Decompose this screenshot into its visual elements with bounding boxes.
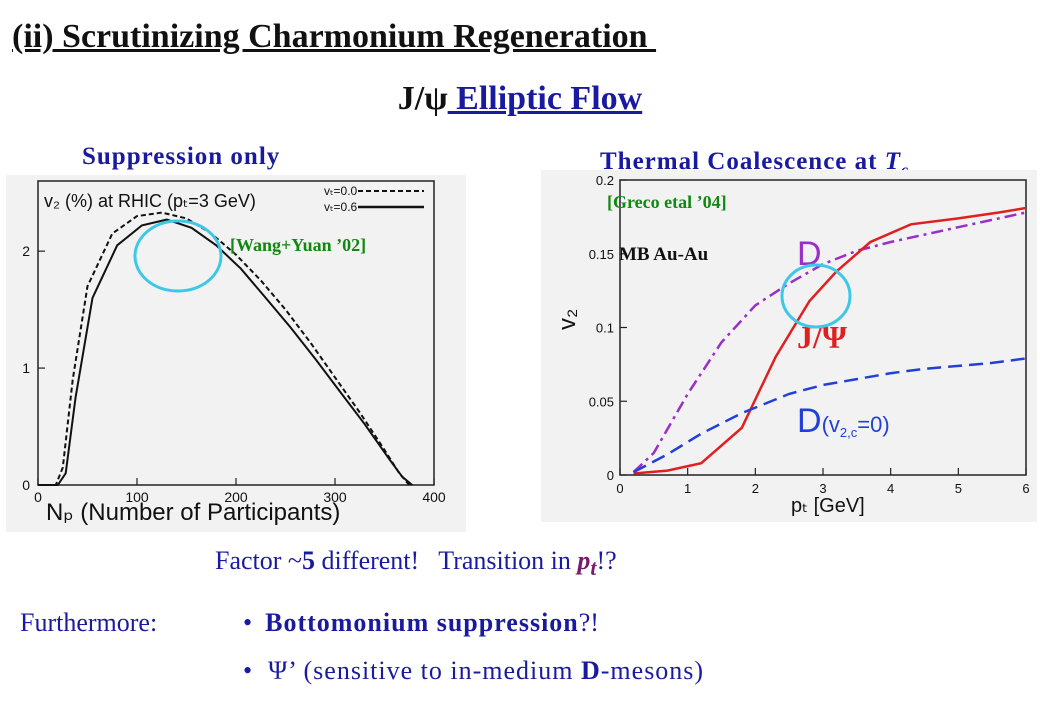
left-chart-ref: [Wang+Yuan ’02] bbox=[230, 235, 366, 255]
left-highlight-circle bbox=[133, 219, 223, 293]
x-tick-label: 5 bbox=[955, 481, 962, 496]
bullet-2-end: -mesons) bbox=[600, 656, 705, 685]
slide-subtitle: J/ψ Elliptic Flow bbox=[0, 80, 1040, 118]
right-chart: 0 1 2 3 4 5 6 0 0.05 0.1 0.15 0.2 v₂ pₜ [GeV] [Grec… bbox=[541, 170, 1037, 522]
factor-pt: pt bbox=[577, 546, 596, 580]
factor-line: Factor ~5 different! Transition in pt!? bbox=[215, 546, 617, 581]
y-tick-label: 0.1 bbox=[596, 321, 614, 336]
y-tick-label: 0.15 bbox=[589, 247, 614, 262]
bullet-2-pre: Ψ’ (sensitive to in-medium bbox=[268, 656, 581, 685]
right-label-D-v2c0: D(v2,c=0) bbox=[797, 402, 890, 440]
subtitle-jpsi: J/ψ bbox=[397, 80, 448, 117]
y-tick-label: 0 bbox=[22, 477, 30, 493]
right-chart-mb-label: MB Au-Au bbox=[619, 244, 709, 265]
y-tick-label: 0.05 bbox=[589, 394, 614, 409]
x-tick-label: 200 bbox=[224, 489, 248, 505]
factor-pt-p: p bbox=[577, 546, 591, 575]
y-tick-label: 1 bbox=[22, 360, 30, 376]
left-legend-entry-1: vₜ=0.6 bbox=[324, 200, 358, 214]
series-line-0 bbox=[632, 211, 1027, 474]
right-label-D0-main: D bbox=[797, 402, 822, 440]
right-label-D0-sub: 2,c bbox=[840, 425, 858, 440]
x-tick-label: 4 bbox=[887, 481, 894, 496]
series-line-2 bbox=[632, 357, 1027, 474]
bullet-dot-icon: • bbox=[243, 656, 269, 685]
x-tick-label: 100 bbox=[125, 489, 149, 505]
x-tick-label: 300 bbox=[323, 489, 347, 505]
bullet-1-end: ?! bbox=[578, 608, 599, 637]
x-tick-label: 0 bbox=[34, 489, 42, 505]
left-chart: 0 100 200 300 400 0 1 2 v₂ (%) at RHIC (pₜ=3 Ge… bbox=[6, 175, 466, 532]
left-legend-entry-0: vₜ=0.0 bbox=[324, 184, 358, 198]
factor-num: 5 bbox=[302, 546, 315, 575]
x-tick-label: 0 bbox=[616, 481, 623, 496]
x-tick-label: 1 bbox=[684, 481, 691, 496]
bullet-1: • Bottomonium suppression?! bbox=[243, 608, 599, 638]
right-chart-xlabel: pₜ [GeV] bbox=[791, 495, 865, 517]
bullet-2: • Ψ’ (sensitive to in-medium D-mesons) bbox=[243, 656, 704, 686]
bullet-1-bold: Bottomonium suppression bbox=[265, 608, 579, 637]
series-line-1 bbox=[38, 218, 413, 486]
series-line-1 bbox=[633, 206, 1027, 475]
y-tick-label: 0.2 bbox=[596, 173, 614, 188]
x-tick-label: 2 bbox=[752, 481, 759, 496]
x-tick-label: 6 bbox=[1022, 481, 1029, 496]
bullet-dot-icon: • bbox=[243, 608, 266, 637]
factor-pre: Factor ~ bbox=[215, 546, 302, 575]
factor-end: !? bbox=[596, 546, 617, 575]
furthermore-label: Furthermore: bbox=[20, 608, 158, 637]
subtitle-text: Elliptic Flow bbox=[447, 80, 643, 117]
bullet-2-bold: D bbox=[580, 656, 601, 685]
left-chart-inner-title: v₂ (%) at RHIC (pₜ=3 GeV) bbox=[44, 191, 256, 211]
factor-post: different! Transition in bbox=[315, 546, 578, 575]
factor-pt-sub: t bbox=[590, 556, 597, 581]
right-label-D0-paren: (v bbox=[822, 412, 840, 437]
right-chart-ylabel: v₂ bbox=[554, 309, 581, 330]
right-chart-ref: [Greco etal ’04] bbox=[607, 192, 727, 212]
y-tick-label: 2 bbox=[22, 243, 30, 259]
left-chart-xlabel: Nₚ (Number of Participants) bbox=[46, 499, 340, 526]
right-label-D0-end: =0) bbox=[857, 412, 889, 437]
left-panel-heading: Suppression only bbox=[82, 143, 281, 170]
right-highlight-circle bbox=[780, 263, 852, 329]
x-tick-label: 3 bbox=[819, 481, 826, 496]
x-tick-label: 400 bbox=[422, 489, 446, 505]
right-heading-T: T bbox=[884, 148, 902, 175]
slide-title: (ii) Scrutinizing Charmonium Regeneratio… bbox=[12, 18, 657, 55]
y-tick-label: 0 bbox=[607, 468, 614, 483]
